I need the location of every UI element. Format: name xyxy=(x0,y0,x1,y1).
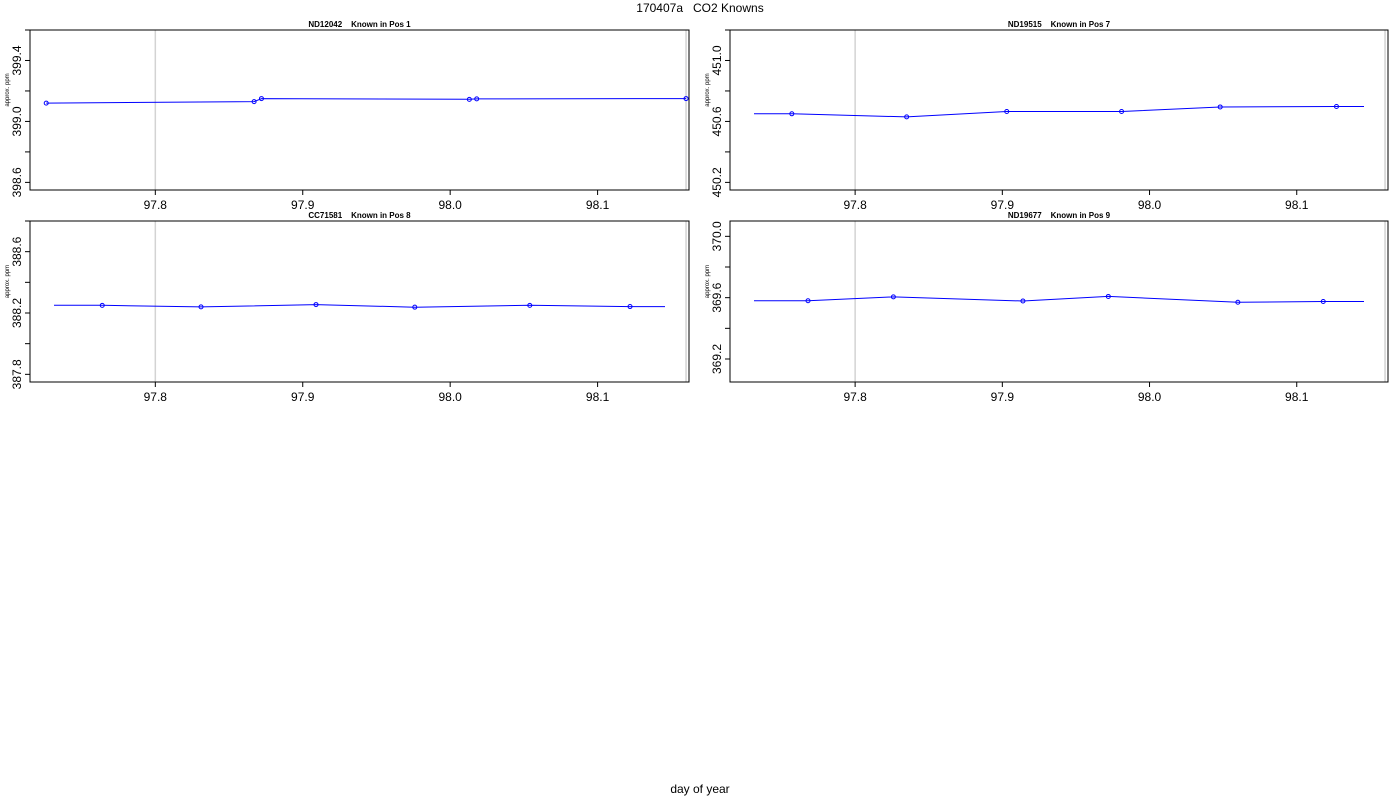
data-point xyxy=(683,96,689,102)
plot-frame xyxy=(729,220,1389,383)
data-point xyxy=(251,99,257,105)
x-tick-label: 98.1 xyxy=(586,198,610,212)
panel-4: ND19677 Known in Pos 9 97.8 97.9 98.0 98.1 36… xyxy=(705,211,1389,404)
data-point xyxy=(789,111,795,117)
x-tick-label: 97.8 xyxy=(144,390,168,404)
x-axis-label: day of year xyxy=(670,782,730,796)
data-point xyxy=(890,294,896,300)
panel-2: ND19515 Known in Pos 7 97.8 97.9 98.0 98.1 45… xyxy=(705,20,1389,212)
panel-1: ND12042 Known in Pos 1 97.8 97.9 98.0 98.1 39… xyxy=(5,20,690,212)
panel-title: ND12042 Known in Pos 1 xyxy=(308,20,411,29)
data-point xyxy=(1217,104,1223,110)
y-tick-label: 369.6 xyxy=(710,282,724,312)
x-tick-label: 98.0 xyxy=(438,198,462,212)
panel-title: ND19515 Known in Pos 7 xyxy=(1008,20,1111,29)
series-line xyxy=(754,295,1364,303)
plot-frame xyxy=(729,29,1389,191)
y-tick-label: 451.0 xyxy=(710,45,724,75)
y-tick-label: 388.2 xyxy=(10,298,24,328)
x-tick-label: 98.0 xyxy=(438,390,462,404)
y-tick-label: 388.6 xyxy=(10,236,24,266)
series-line xyxy=(754,106,1364,118)
y-tick-label: 370.0 xyxy=(710,221,724,251)
data-point xyxy=(1333,103,1339,109)
series-line xyxy=(54,304,665,308)
y-axis-label: approx. ppm xyxy=(5,265,11,298)
page-title: 170407a CO2 Knowns xyxy=(636,1,764,15)
y-tick-label: 369.2 xyxy=(710,344,724,374)
panel-title: ND19677 Known in Pos 9 xyxy=(1008,211,1111,220)
y-tick-label: 398.6 xyxy=(10,167,24,197)
data-point xyxy=(198,304,204,310)
x-tick-label: 98.1 xyxy=(586,390,610,404)
x-tick-label: 97.9 xyxy=(291,390,315,404)
data-point xyxy=(412,304,418,310)
data-point xyxy=(805,298,811,304)
y-axis-label: approx. ppm xyxy=(705,73,711,106)
y-tick-label: 399.4 xyxy=(10,45,24,75)
y-axis-label: approx. ppm xyxy=(705,265,711,298)
y-tick-label: 450.2 xyxy=(710,167,724,197)
data-point xyxy=(1105,293,1111,299)
data-point xyxy=(1004,109,1010,115)
data-point xyxy=(99,302,105,308)
data-point xyxy=(1235,299,1241,305)
data-point xyxy=(474,96,480,102)
x-tick-label: 98.0 xyxy=(1138,198,1162,212)
y-tick-label: 450.6 xyxy=(710,106,724,136)
panel-title: CC71581 Known in Pos 8 xyxy=(308,211,411,220)
data-point xyxy=(313,302,319,308)
x-tick-label: 97.8 xyxy=(144,198,168,212)
x-tick-label: 97.9 xyxy=(991,390,1015,404)
data-point xyxy=(627,304,633,310)
data-point xyxy=(43,100,49,106)
y-tick-label: 399.0 xyxy=(10,106,24,136)
plot-frame xyxy=(29,220,690,383)
data-point xyxy=(904,114,910,120)
x-tick-label: 98.1 xyxy=(1285,198,1309,212)
x-tick-label: 98.1 xyxy=(1285,390,1309,404)
data-point xyxy=(1020,298,1026,304)
panel-3: CC71581 Known in Pos 8 97.8 97.9 98.0 98.1 38… xyxy=(5,211,690,404)
x-tick-label: 97.8 xyxy=(843,390,867,404)
y-tick-label: 387.8 xyxy=(10,359,24,389)
plot-frame xyxy=(29,29,690,191)
data-point xyxy=(466,96,472,102)
x-tick-label: 97.9 xyxy=(291,198,315,212)
x-tick-label: 97.9 xyxy=(991,198,1015,212)
y-axis-label: approx. ppm xyxy=(5,73,11,106)
series-line xyxy=(46,98,687,104)
data-point xyxy=(1320,299,1326,304)
data-point xyxy=(1119,109,1125,115)
x-tick-label: 97.8 xyxy=(843,198,867,212)
data-point xyxy=(258,96,264,102)
x-tick-label: 98.0 xyxy=(1138,390,1162,404)
data-point xyxy=(527,302,533,308)
